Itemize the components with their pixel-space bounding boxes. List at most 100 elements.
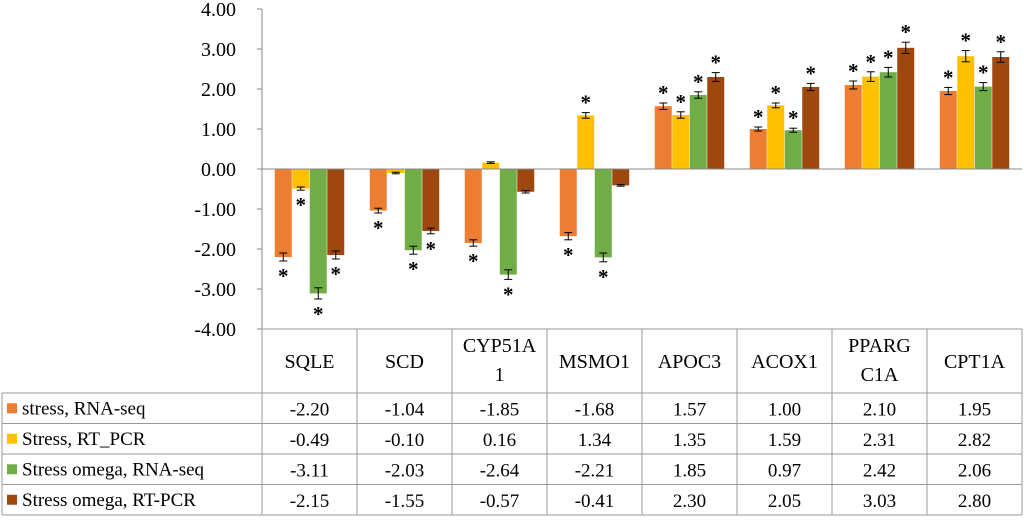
- legend-swatch: [7, 494, 17, 505]
- table-cell-value: 2.42: [863, 460, 896, 481]
- significance-star: *: [658, 81, 669, 105]
- table-cell-value: 2.30: [673, 491, 706, 512]
- bar: [689, 95, 707, 169]
- data-table: SQLE SCD CYP51A 1 MSMO1 APOC3 ACOX1 PPARG C1A CPT…: [1, 328, 1023, 516]
- table-cell-value: -0.57: [480, 491, 520, 512]
- significance-star: *: [426, 237, 437, 261]
- table-cell-value: -2.21: [575, 460, 615, 481]
- table-cell-value: -1.04: [385, 399, 425, 420]
- series-name: Stress, RT_PCR: [22, 429, 146, 450]
- significance-star: *: [503, 282, 514, 306]
- bar: [862, 76, 880, 169]
- significance-star: *: [711, 51, 722, 75]
- significance-star: *: [943, 65, 954, 89]
- bar: [749, 129, 767, 169]
- category-label: CYP51A: [463, 335, 537, 357]
- y-axis-tick-labels: -4.00 -3.00 -2.00 -1.00 0.00 1.00 2.00 3.00 4.00: [194, 0, 236, 341]
- category-label: SQLE: [285, 351, 335, 373]
- category-label: SCD: [385, 351, 424, 373]
- category-label: C1A: [861, 364, 899, 386]
- bar: [594, 169, 612, 258]
- y-tick-label: 1.00: [201, 119, 236, 141]
- significance-star: *: [373, 216, 384, 240]
- legend-swatch: [7, 403, 17, 414]
- significance-star: *: [563, 243, 574, 267]
- table-cell-value: 2.31: [863, 430, 896, 451]
- bar: [517, 169, 535, 192]
- significance-star: *: [901, 20, 912, 44]
- significance-star: *: [581, 91, 592, 115]
- table-cell-value: -0.10: [385, 430, 425, 451]
- table-cell-value: 1.00: [768, 399, 801, 420]
- table-cell-value: -0.49: [290, 430, 330, 451]
- legend-swatch: [7, 464, 17, 475]
- bar: [939, 91, 957, 169]
- table-cell-value: -2.20: [290, 399, 330, 420]
- category-label: 1: [495, 364, 505, 386]
- y-tick-label: 2.00: [201, 79, 236, 101]
- axes: [257, 8, 1022, 330]
- table-cell-value: 1.34: [578, 430, 612, 451]
- table-cell-value: 0.16: [483, 430, 516, 451]
- bar: [274, 169, 292, 257]
- bar: [482, 162, 500, 169]
- category-label: CPT1A: [944, 351, 1006, 373]
- y-tick-label: 3.00: [201, 39, 236, 61]
- table-cell-value: 2.82: [958, 430, 991, 451]
- significance-star: *: [788, 106, 799, 130]
- significance-star: *: [468, 249, 479, 273]
- bar: [767, 105, 785, 169]
- table-cell-value: 1.57: [673, 399, 706, 420]
- table-cell-value: -2.64: [480, 460, 520, 481]
- category-label: PPARG: [848, 335, 911, 357]
- significance-star: *: [676, 90, 687, 114]
- series-name: Stress omega, RT-PCR: [22, 490, 196, 511]
- significance-star: *: [408, 257, 419, 281]
- bar: [974, 86, 992, 169]
- legend-swatch: [7, 433, 17, 444]
- bar: [499, 169, 517, 275]
- category-label: ACOX1: [751, 351, 818, 373]
- y-tick-label: 4.00: [201, 0, 236, 21]
- table-cell-value: -1.55: [385, 491, 425, 512]
- significance-star: *: [866, 50, 877, 74]
- significance-star: *: [978, 61, 989, 85]
- table-cell-value: 1.85: [673, 460, 706, 481]
- significance-markers: *** **** *** * ************** ** *: [278, 20, 1006, 326]
- bar: [844, 85, 862, 169]
- significance-star: *: [753, 105, 764, 129]
- table-cell-value: 2.10: [863, 399, 896, 420]
- bar: [879, 72, 897, 169]
- table-cell-value: 2.06: [958, 460, 991, 481]
- table-cell-value: 0.97: [768, 460, 801, 481]
- table-cell-value: 1.59: [768, 430, 801, 451]
- bar: [309, 169, 327, 294]
- significance-star: *: [693, 70, 704, 94]
- y-tick-label: -1.00: [194, 199, 236, 221]
- bar: [464, 169, 482, 243]
- y-tick-label: -3.00: [194, 279, 236, 301]
- bar: [387, 169, 405, 173]
- table-cell-value: 3.03: [863, 491, 896, 512]
- table-cell-value: 2.05: [768, 491, 801, 512]
- significance-star: *: [771, 81, 782, 105]
- significance-star: *: [848, 59, 859, 83]
- table-cell-value: -2.03: [385, 460, 425, 481]
- bar: [327, 169, 345, 255]
- table-cell-value: 2.80: [958, 491, 991, 512]
- y-tick-label: -4.00: [194, 319, 236, 341]
- bar: [802, 87, 820, 169]
- category-label: APOC3: [658, 351, 721, 373]
- table-cell-value: -3.11: [290, 460, 329, 481]
- table-cell-value: -1.85: [480, 399, 520, 420]
- bar: [422, 169, 440, 231]
- bar: [654, 106, 672, 169]
- bar: [897, 47, 915, 169]
- bars: [274, 47, 1010, 294]
- bar: [577, 115, 595, 169]
- significance-star: *: [598, 265, 609, 289]
- significance-star: *: [296, 193, 307, 217]
- significance-star: *: [883, 45, 894, 69]
- bar: [369, 169, 387, 211]
